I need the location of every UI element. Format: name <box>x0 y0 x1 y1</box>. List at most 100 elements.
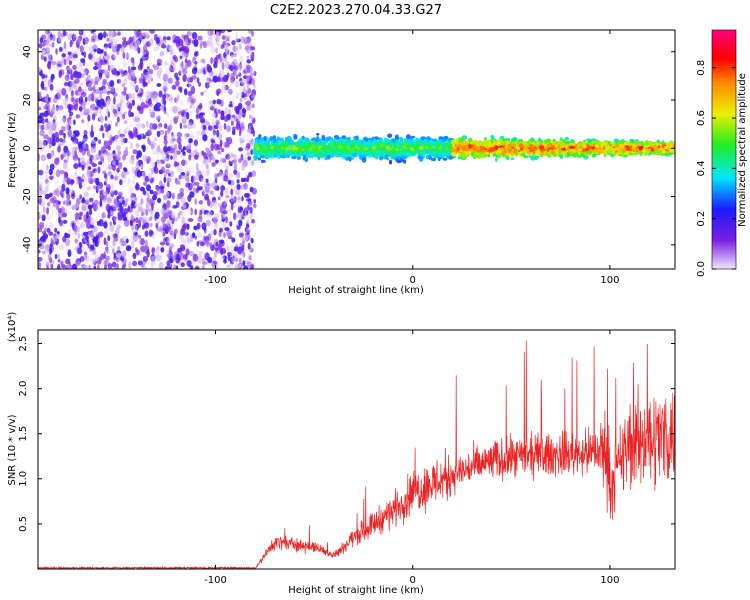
heatmap-cell <box>135 209 140 217</box>
heatmap-cell <box>179 152 184 159</box>
heatmap-cell <box>56 189 61 198</box>
heatmap-cell <box>161 42 165 48</box>
heatmap-cell <box>117 121 121 128</box>
heatmap-cell <box>215 37 220 42</box>
heatmap-cell <box>247 242 251 250</box>
heatmap-cell <box>224 43 228 51</box>
heatmap-cell <box>202 134 208 142</box>
heatmap-cell <box>81 119 84 124</box>
heatmap-cell <box>39 212 42 218</box>
heatmap-cell <box>99 198 103 207</box>
heatmap-cell <box>109 64 113 70</box>
heatmap-cell <box>67 249 72 258</box>
heatmap-cell <box>101 211 106 219</box>
heatmap-cell <box>159 130 165 135</box>
heatmap-cell <box>54 157 60 166</box>
heatmap-cell <box>406 144 411 148</box>
heatmap-cell <box>160 104 165 111</box>
heatmap-cell <box>60 62 64 68</box>
heatmap-cell <box>227 136 233 145</box>
heatmap-cell <box>190 151 195 157</box>
heatmap-cell <box>130 112 134 117</box>
heatmap-cell <box>111 215 117 221</box>
heatmap-cell <box>102 107 108 116</box>
heatmap-cell <box>213 229 217 236</box>
heatmap-cell <box>103 237 107 246</box>
heatmap-cell <box>127 205 130 212</box>
heatmap-cell <box>523 150 527 154</box>
heatmap-cell <box>227 187 230 196</box>
heatmap-cell <box>44 96 49 102</box>
heatmap-cell <box>38 169 44 176</box>
heatmap-cell <box>171 84 177 90</box>
heatmap-cell <box>145 132 149 137</box>
heatmap-cell <box>156 70 162 76</box>
heatmap-cell <box>180 196 186 204</box>
heatmap-cell <box>132 149 138 155</box>
heatmap-cell <box>140 217 145 223</box>
heatmap-cell <box>232 212 237 221</box>
heatmap-cell <box>235 92 239 100</box>
heatmap-cell <box>50 264 54 269</box>
heatmap-cell <box>89 154 92 162</box>
heatmap-cell <box>42 34 47 40</box>
heatmap-cell <box>198 82 201 87</box>
heatmap-cell <box>213 186 218 190</box>
heatmap-cell <box>49 163 55 171</box>
heatmap-cell <box>220 116 225 121</box>
heatmap-cell <box>57 145 61 153</box>
heatmap-cell <box>192 187 197 193</box>
heatmap-cell <box>236 196 241 200</box>
heatmap-cell <box>190 86 195 93</box>
heatmap-cell <box>192 123 196 129</box>
heatmap-cell <box>235 122 241 129</box>
heatmap-cell <box>207 198 211 207</box>
heatmap-cell <box>197 186 204 191</box>
heatmap-cell <box>81 52 85 56</box>
heatmap-cell <box>142 216 148 224</box>
heatmap-cell <box>45 181 50 188</box>
heatmap-cell <box>223 115 229 122</box>
heatmap-cell <box>246 143 251 150</box>
heatmap-cell <box>206 240 210 248</box>
heatmap-cell <box>227 179 232 185</box>
heatmap-cell <box>44 259 50 265</box>
heatmap-cell <box>220 44 225 50</box>
heatmap-cell <box>182 238 186 244</box>
heatmap-cell <box>249 158 255 166</box>
heatmap-cell <box>63 132 66 139</box>
heatmap-cell <box>244 101 250 105</box>
heatmap-cell <box>205 212 209 218</box>
heatmap-cell <box>148 98 152 105</box>
heatmap-cell <box>243 182 248 190</box>
heatmap-cell <box>83 177 88 182</box>
heatmap-cell <box>221 62 225 70</box>
heatmap-cell <box>77 247 83 255</box>
heatmap-cell <box>177 112 182 118</box>
heatmap-cell <box>179 244 186 251</box>
heatmap-cell <box>86 159 90 166</box>
heatmap-cell <box>159 180 163 187</box>
heatmap-cell <box>239 137 243 144</box>
heatmap-cell <box>44 227 47 232</box>
heatmap-cell <box>162 212 168 218</box>
heatmap-cell <box>88 258 93 263</box>
heatmap-cell <box>38 42 43 49</box>
heatmap-cell <box>220 185 226 192</box>
heatmap-cell <box>146 120 149 128</box>
heatmap-cell <box>176 165 182 172</box>
heatmap-cell <box>94 80 99 86</box>
heatmap-cell <box>111 64 116 71</box>
heatmap-cell <box>164 170 167 178</box>
heatmap-cell <box>198 212 202 220</box>
heatmap-cell <box>72 80 78 84</box>
heatmap-cell <box>170 155 173 160</box>
heatmap-cell <box>237 262 242 269</box>
heatmap-cell <box>113 201 120 205</box>
heatmap-cell <box>131 179 136 184</box>
heatmap-cell <box>44 169 50 175</box>
heatmap-cell <box>369 153 374 157</box>
heatmap-cell <box>156 160 163 168</box>
heatmap-cell <box>109 87 115 93</box>
